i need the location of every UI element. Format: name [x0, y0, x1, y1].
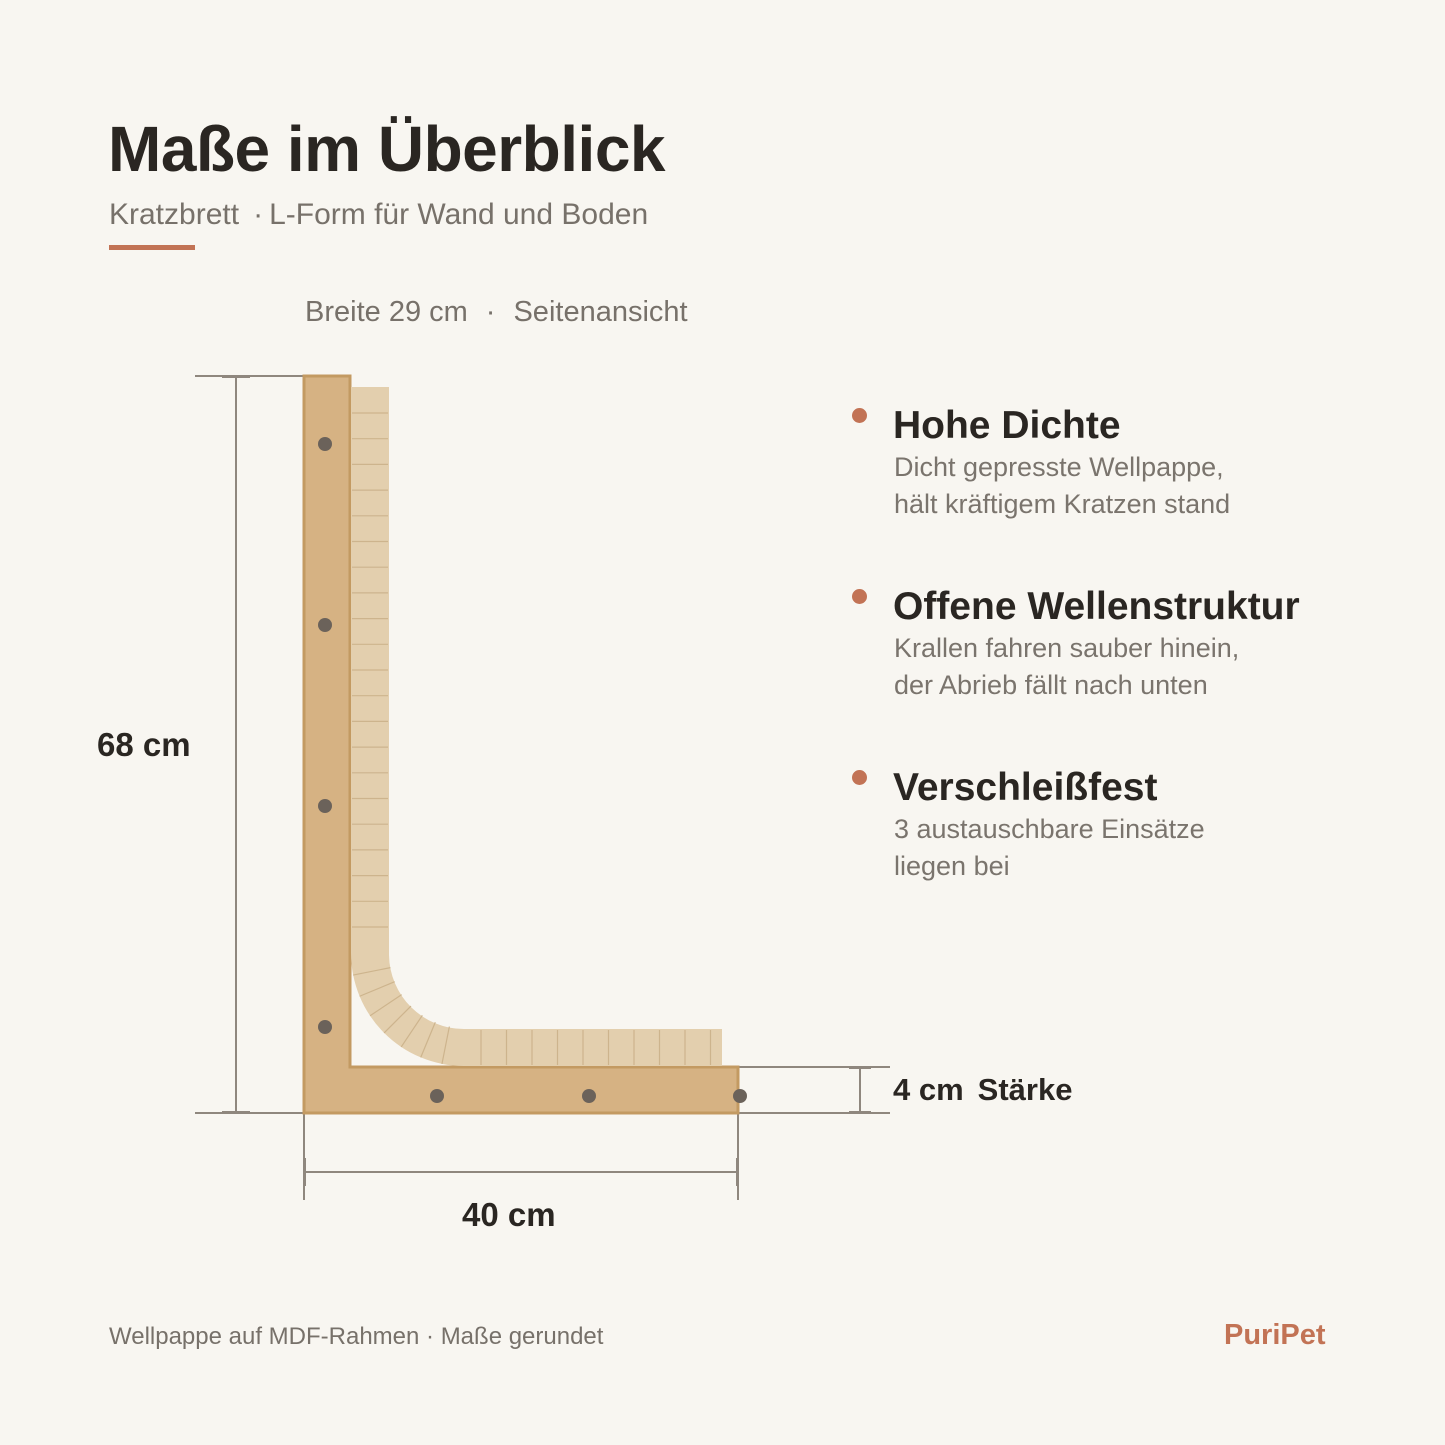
thickness-value: 4 cm: [893, 1072, 964, 1107]
corrugation-rib: [369, 994, 402, 1017]
screw: [430, 1089, 444, 1103]
subtitle-product: Kratzbrett: [109, 198, 240, 231]
corrugation-rib: [353, 967, 391, 976]
subtitle-separator: ·: [253, 198, 264, 231]
feature-line: der Abrieb fällt nach unten: [894, 670, 1208, 700]
bullet-dot-icon: [852, 770, 867, 785]
feature-line: liegen bei: [894, 851, 1010, 881]
bullet-dot-icon: [852, 589, 867, 604]
feature-line: Krallen fahren sauber hinein,: [894, 633, 1240, 663]
thickness-label: 4 cm Stärke: [893, 1072, 1072, 1108]
feature-title: Offene Wellenstruktur: [893, 585, 1300, 628]
corrugation-rib: [420, 1022, 436, 1058]
cardboard-insert: [351, 387, 722, 1066]
subtitle: Kratzbrett · L-Form für Wand und Boden: [109, 198, 648, 232]
corrugation-rib: [441, 1026, 450, 1064]
caption-dot: ·: [485, 296, 496, 328]
thickness-word: Stärke: [977, 1072, 1073, 1107]
subtitle-detail: L-Form für Wand und Boden: [269, 198, 649, 231]
screw: [318, 1020, 332, 1034]
screw: [318, 618, 332, 632]
feature-line: hält kräftigem Kratzen stand: [894, 489, 1231, 519]
corrugation-rib: [400, 1015, 423, 1048]
caption-width: Breite 29 cm: [305, 296, 468, 328]
height-label: 68 cm: [97, 726, 191, 763]
accent-rule: [109, 245, 195, 250]
bullet-dot-icon: [852, 408, 867, 423]
brand-logo: PuriPet: [1224, 1319, 1326, 1351]
corrugation-rib: [383, 1005, 412, 1034]
feature-line: 3 austauschbare Einsätze: [894, 814, 1205, 844]
thickness-dimension-line: [738, 1066, 890, 1114]
screws: [318, 437, 747, 1103]
feature-line: Dicht gepresste Wellpappe,: [894, 452, 1224, 482]
width-dimension-line: [303, 1113, 739, 1200]
width-label: 40 cm: [462, 1196, 556, 1233]
corrugation-rib: [359, 981, 395, 997]
height-dimension-line: [195, 375, 305, 1114]
screw: [318, 799, 332, 813]
footer-note: Wellpappe auf MDF-Rahmen · Maße gerundet: [109, 1323, 604, 1350]
mdf-frame: [302, 374, 740, 1115]
view-caption: Breite 29 cm · Seitenansicht: [305, 296, 688, 329]
feature-title: Verschleißfest: [893, 766, 1158, 809]
caption-view: Seitenansicht: [513, 296, 688, 328]
page-title: Maße im Überblick: [108, 113, 666, 185]
feature-title: Hohe Dichte: [893, 404, 1121, 447]
screw: [733, 1089, 747, 1103]
screw: [318, 437, 332, 451]
screw: [582, 1089, 596, 1103]
